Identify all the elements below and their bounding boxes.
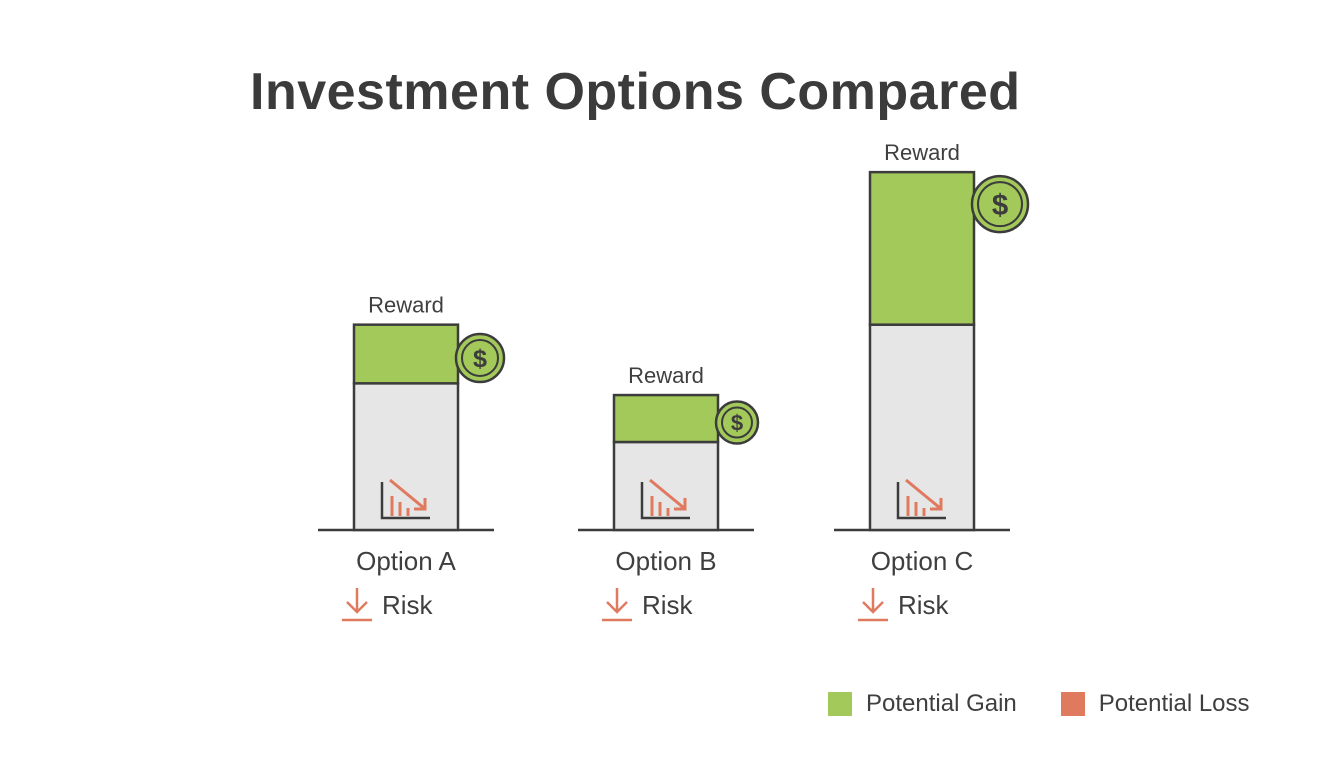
legend-item-gain: Potential Gain	[828, 690, 1017, 718]
legend-swatch-gain	[828, 692, 852, 716]
reward-label: Reward	[884, 140, 960, 165]
dollar-coin-icon: $	[970, 174, 1030, 234]
svg-text:$: $	[992, 189, 1008, 222]
risk-label: Risk	[642, 589, 693, 620]
legend-label-loss: Potential Loss	[1098, 690, 1250, 717]
down-arrow-icon	[602, 588, 632, 622]
risk-indicator: Risk	[340, 587, 433, 623]
dollar-coin-icon: $	[454, 332, 506, 384]
down-arrow-icon	[858, 588, 888, 622]
reward-bar	[352, 323, 460, 385]
risk-label: Risk	[898, 589, 949, 620]
svg-text:$: $	[473, 345, 487, 373]
chart-title: Investment Options Compared	[250, 63, 1021, 121]
reward-bar	[868, 170, 976, 326]
option-group-2: Reward $	[834, 140, 1030, 532]
reward-bar	[612, 393, 720, 444]
base-bar	[352, 382, 460, 532]
option-label: Option C	[870, 546, 974, 576]
base-bar	[612, 440, 720, 532]
option-group-1: Reward $	[578, 363, 760, 532]
risk-indicator: Risk	[600, 587, 693, 623]
option-label: Option B	[615, 546, 717, 576]
reward-label: Reward	[368, 293, 444, 318]
legend-label-gain: Potential Gain	[866, 690, 1017, 717]
dollar-coin-icon: $	[714, 400, 760, 445]
risk-indicator: Risk	[856, 587, 949, 623]
declining-chart-icon	[896, 478, 946, 520]
declining-chart-icon	[640, 478, 690, 520]
legend-swatch-loss	[1060, 692, 1085, 716]
legend-item-loss: Potential Loss	[1060, 690, 1250, 718]
legend: Potential Gain Potential Loss	[828, 690, 1250, 718]
reward-label: Reward	[628, 363, 704, 388]
svg-text:$: $	[731, 411, 743, 436]
risk-label: Risk	[382, 589, 433, 620]
base-bar	[868, 323, 976, 532]
option-label: Option A	[356, 546, 456, 576]
declining-chart-icon	[380, 478, 430, 520]
down-arrow-icon	[342, 588, 372, 622]
option-group-0: Reward $	[318, 293, 506, 532]
